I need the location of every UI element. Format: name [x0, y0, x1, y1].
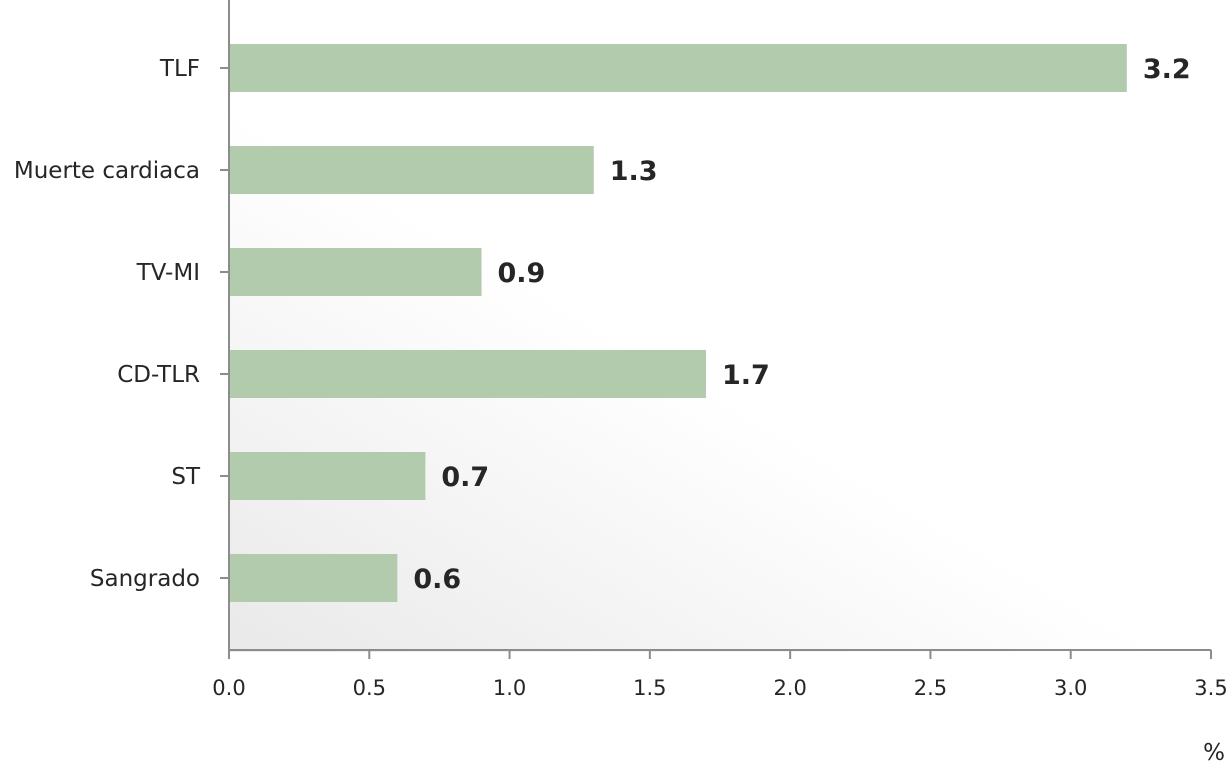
x-tick-label: 2.0 — [773, 676, 806, 700]
bar — [230, 248, 482, 296]
data-label: 1.3 — [610, 156, 658, 187]
x-axis-unit-label: % — [1203, 740, 1225, 766]
category-label: TV-MI — [136, 260, 200, 286]
x-tick-label: 2.5 — [914, 676, 947, 700]
x-tick-label: 3.0 — [1054, 676, 1087, 700]
x-tick-label: 3.5 — [1194, 676, 1227, 700]
bar — [230, 452, 426, 500]
category-label: Sangrado — [90, 566, 200, 592]
axes-group — [220, 0, 1212, 659]
bar — [230, 350, 706, 398]
x-tick-label: 1.0 — [493, 676, 526, 700]
x-tick-label: 0.0 — [212, 676, 245, 700]
x-tick-label: 0.5 — [353, 676, 386, 700]
data-label: 0.9 — [498, 258, 546, 289]
data-label: 0.7 — [441, 462, 489, 493]
bar — [230, 146, 594, 194]
category-label: CD-TLR — [117, 362, 200, 388]
labels-group: 0.0 0.5 1.0 1.5 2.0 2.5 3.0 3.5 TLF 3.2 Muerte car… — [14, 54, 1228, 700]
plot-area — [229, 0, 1219, 652]
bar — [230, 44, 1127, 92]
data-label: 3.2 — [1143, 54, 1191, 85]
category-label: Muerte cardiaca — [14, 158, 200, 184]
bars-group — [230, 44, 1127, 602]
data-label: 0.6 — [413, 564, 461, 595]
data-label: 1.7 — [722, 360, 770, 391]
category-label: ST — [171, 464, 201, 490]
category-label: TLF — [159, 56, 200, 82]
bar — [230, 554, 398, 602]
x-tick-label: 1.5 — [633, 676, 666, 700]
